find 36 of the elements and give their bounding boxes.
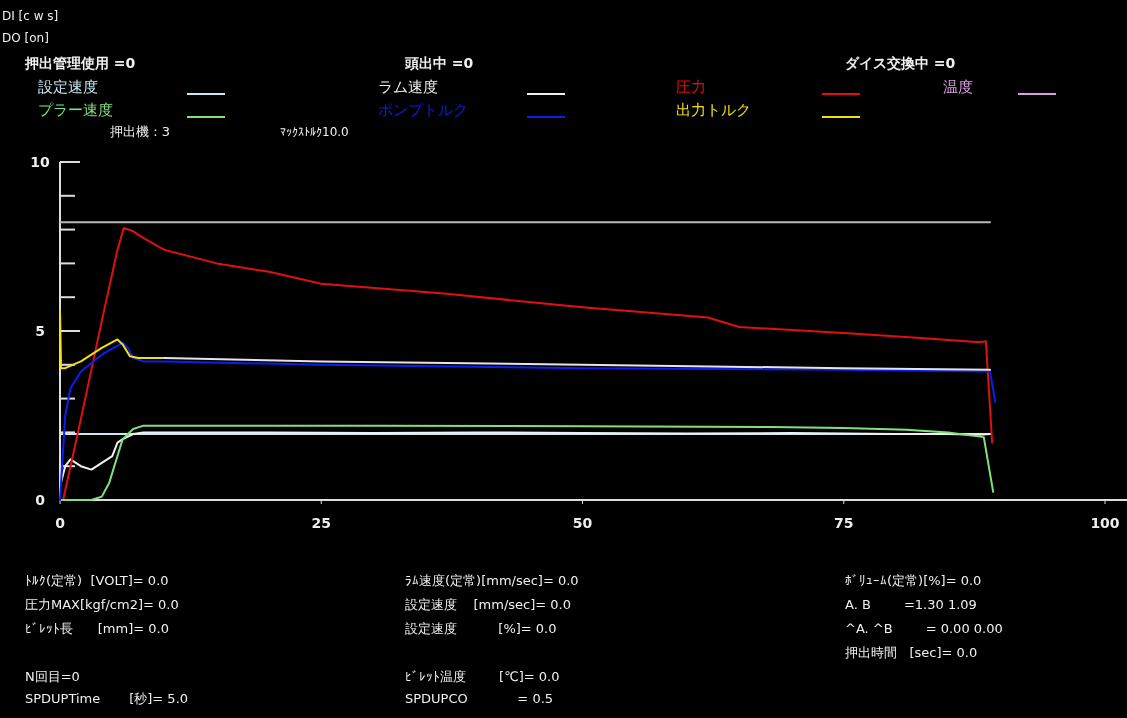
text: 設定速度 [mm/sec]= 0.0	[405, 597, 571, 612]
text: N回目=0	[25, 669, 80, 684]
text: 頭出中 =0	[404, 55, 474, 71]
text: 設定速度	[38, 78, 98, 96]
text: ﾗﾑ速度(定常)[mm/sec]= 0.0	[405, 573, 579, 588]
text: A. B =1.30 1.09	[845, 597, 977, 612]
text: ポンプトルク	[378, 101, 468, 119]
x-tick-label: 75	[834, 515, 854, 531]
x-tick-label: 25	[311, 515, 331, 531]
text: 圧力MAX[kgf/cm2]= 0.0	[25, 597, 179, 612]
text: ^A. ^B = 0.00 0.00	[845, 621, 1003, 636]
text: ﾋﾞﾚｯﾄ温度 [℃]= 0.0	[405, 669, 560, 684]
y-tick-label: 10	[30, 154, 50, 170]
legend-label: 温度	[943, 78, 973, 96]
x-tick-label: 0	[55, 515, 66, 531]
text: ラム速度	[378, 78, 438, 96]
text: SPDUPCO = 0.5	[405, 691, 554, 706]
text: DI [c w s]	[2, 9, 59, 23]
x-tick-label: 100	[1090, 515, 1120, 531]
text: 出力トルク	[676, 101, 751, 119]
text: ﾋﾞﾚｯﾄ長 [mm]= 0.0	[25, 621, 169, 636]
text: 押出機 : 3	[110, 124, 170, 139]
text: 押出時間 [sec]= 0.0	[845, 645, 978, 660]
x-tick-label: 50	[572, 515, 593, 531]
text: プラー速度	[38, 101, 113, 119]
text: ダイス交換中 =0	[845, 55, 956, 71]
text: ﾄﾙｸ(定常) [VOLT]= 0.0	[25, 573, 169, 588]
y-tick-label: 0	[35, 492, 46, 508]
text: SPDUPTime [秒]= 5.0	[25, 691, 189, 706]
text: DO [on]	[2, 31, 49, 45]
text: ﾎﾞﾘｭｰﾑ(定常)[%]= 0.0	[845, 573, 982, 588]
text: 押出管理使用 =0	[24, 55, 136, 71]
text: 設定速度 [%]= 0.0	[405, 621, 557, 636]
text: 圧力	[676, 78, 706, 96]
text: ﾏｯｸｽﾄﾙｸ10.0	[280, 125, 349, 139]
y-tick-label: 5	[35, 323, 45, 339]
